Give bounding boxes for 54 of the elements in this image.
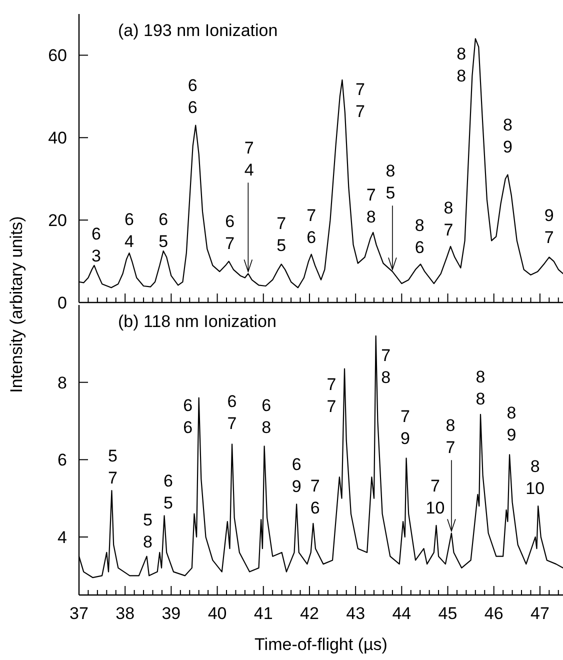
annotation: 8 9 <box>502 116 512 157</box>
annotation: 8 8 <box>456 44 466 86</box>
y-tick-label: 60 <box>48 46 67 66</box>
annotation: 7 7 <box>326 374 336 416</box>
x-axis-title: Time-of-flight (µs) <box>254 635 388 654</box>
annotation: 7 7 <box>355 80 365 121</box>
annotation: 7 9 <box>400 407 410 448</box>
annotation: 7 8 <box>366 185 376 226</box>
y-tick-label: 20 <box>48 211 67 230</box>
annotation: 8 8 <box>476 367 486 408</box>
x-tick-label: 38 <box>116 604 135 623</box>
annotation: 5 7 <box>108 446 118 488</box>
annotation: 8 5 <box>386 162 396 203</box>
chart-title: (a) 193 nm Ionization <box>118 21 278 40</box>
chart-title: (b) 118 nm Ionization <box>118 312 276 331</box>
annotation: 6 5 <box>158 210 168 251</box>
annotation: 6 8 <box>262 396 272 438</box>
annotation: 8 9 <box>506 404 516 445</box>
x-tick-label: 43 <box>346 604 366 623</box>
x-tick-label: 42 <box>300 604 319 623</box>
x-tick-label: 39 <box>162 604 181 623</box>
annotation: 7 8 <box>381 346 391 387</box>
annotation: 6 4 <box>124 210 134 251</box>
annotation: 8 7 <box>444 198 454 240</box>
y-tick-label: 4 <box>58 528 67 547</box>
annotation: 6 5 <box>164 472 174 513</box>
x-tick-label: 37 <box>70 604 88 623</box>
x-tick-label: 40 <box>208 604 227 623</box>
y-axis-title: Intensity (arbitary units) <box>7 216 26 393</box>
x-tick-label: 46 <box>484 604 504 623</box>
annotation: 8 6 <box>414 216 424 258</box>
annotation: 7 6 <box>310 476 320 518</box>
annotation: 8 7 <box>446 416 456 458</box>
y-tick-label: 0 <box>58 293 67 312</box>
y-tick-label: 6 <box>58 450 67 470</box>
annotation: 6 6 <box>183 396 193 437</box>
x-tick-label: 44 <box>392 604 412 623</box>
annotation: 5 8 <box>143 510 152 552</box>
x-tick-label: 41 <box>254 604 273 623</box>
annotation: 7 4 <box>244 138 254 180</box>
annotation: 8 10 <box>526 457 545 498</box>
y-tick-label: 8 <box>58 373 67 392</box>
annotation: 6 7 <box>227 392 237 434</box>
annotation: 6 7 <box>225 212 235 254</box>
annotation: 6 9 <box>292 455 302 496</box>
x-tick-label: 45 <box>438 604 458 623</box>
annotation: 7 10 <box>426 476 445 518</box>
y-tick-label: 40 <box>48 128 67 148</box>
annotation: 7 5 <box>276 214 286 256</box>
annotation: 7 6 <box>306 206 316 248</box>
annotation: 9 7 <box>544 206 554 248</box>
annotation: 6 6 <box>188 76 198 118</box>
x-tick-label: 47 <box>530 604 550 623</box>
annotation: 6 3 <box>91 224 101 266</box>
